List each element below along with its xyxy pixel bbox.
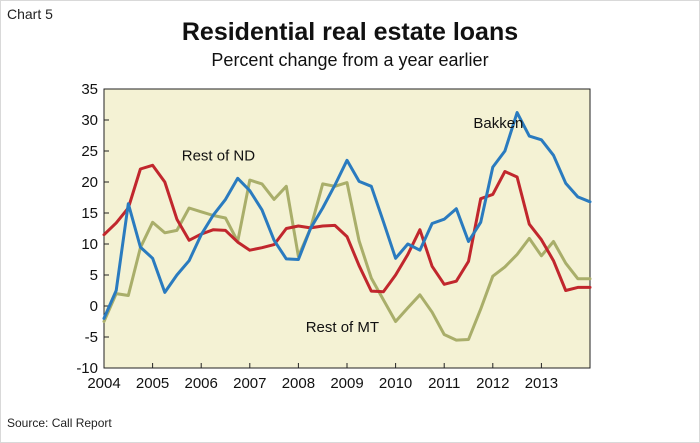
y-tick-label: 5: [90, 267, 98, 284]
y-tick-label: -5: [85, 329, 98, 346]
series-labels: Bakken Rest of ND Rest of MT: [182, 115, 524, 336]
x-tick-label: 2006: [185, 375, 218, 392]
axis-ticks: -10 -5 0 5 10 15 20 25 30 35 2004 2005 2006 2007 2008 2…: [76, 81, 558, 392]
x-tick-label: 2007: [233, 375, 266, 392]
series-lines: [102, 111, 592, 342]
y-tick-label: 30: [81, 112, 98, 129]
y-tick-label: -10: [76, 360, 98, 377]
chart-title: Residential real estate loans: [181, 18, 519, 46]
series-line-rest-of-mt: [102, 178, 592, 342]
y-tick-label: 35: [81, 81, 98, 98]
x-tick-label: 2008: [282, 375, 315, 392]
source-note: Source: Call Report: [7, 416, 112, 430]
series-line-rest-of-nd: [102, 163, 592, 294]
series-label-rest-of-nd: Rest of ND: [182, 147, 256, 164]
y-tick-label: 10: [81, 236, 98, 253]
y-tick-label: 25: [81, 143, 98, 160]
x-tick-label: 2009: [330, 375, 363, 392]
y-tick-label: 0: [90, 298, 98, 315]
y-tick-label: 15: [81, 205, 98, 222]
x-tick-label: 2004: [87, 375, 120, 392]
x-tick-label: 2012: [476, 375, 509, 392]
series-label-rest-of-mt: Rest of MT: [306, 319, 379, 336]
series-line-bakken: [102, 111, 592, 320]
series-label-bakken: Bakken: [473, 115, 523, 132]
x-tick-label: 2005: [136, 375, 169, 392]
chart-subtitle: Percent change from a year earlier: [211, 50, 489, 70]
x-tick-label: 2013: [525, 375, 558, 392]
y-tick-label: 20: [81, 174, 98, 191]
x-tick-label: 2010: [379, 375, 412, 392]
x-tick-label: 2011: [428, 375, 460, 392]
chart-number-label: Chart 5: [7, 6, 53, 22]
